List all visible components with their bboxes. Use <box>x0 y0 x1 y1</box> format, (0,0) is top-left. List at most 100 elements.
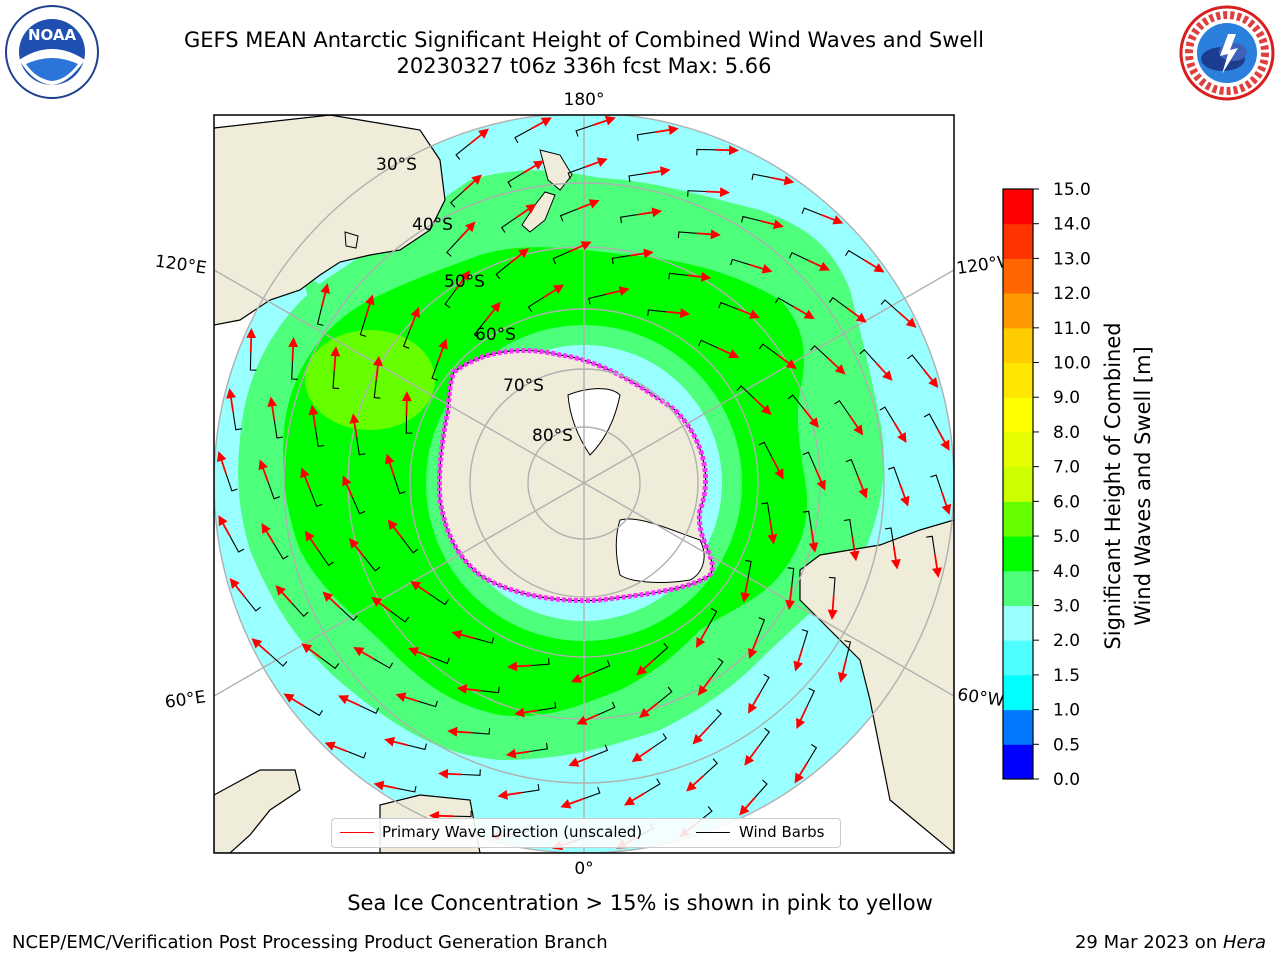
wind-barb <box>444 289 457 309</box>
wave-direction-arrow <box>515 203 537 219</box>
wave-direction-arrow <box>748 636 759 659</box>
wave-direction-arrow <box>623 792 645 806</box>
colorbar-tick-label: 12.0 <box>1053 284 1091 304</box>
wave-direction-arrow <box>890 545 901 570</box>
wind-barb <box>249 351 257 371</box>
wave-direction-arrow <box>767 520 778 545</box>
wind-barb <box>552 250 570 265</box>
south-america-landmass <box>799 519 954 853</box>
wave-direction-arrow <box>288 336 299 362</box>
wind-barb <box>269 653 288 667</box>
wave-direction-arrow <box>372 355 383 380</box>
wave-direction-arrow <box>218 515 231 537</box>
wave-direction-arrow <box>705 187 731 198</box>
wave-direction-arrow <box>849 537 860 562</box>
tasmania <box>344 231 359 249</box>
wave-direction-arrow <box>584 157 608 168</box>
wind-barb <box>455 143 471 160</box>
colorbar-tick-label: 10.0 <box>1053 354 1091 374</box>
wind-barb <box>698 339 718 349</box>
map-legend: Primary Wave Direction (unscaled) Wind B… <box>331 818 841 848</box>
wave-direction-arrow <box>570 671 594 683</box>
wave-direction-arrow <box>304 530 320 552</box>
wind-barb <box>529 742 549 753</box>
wind-barb <box>761 502 771 521</box>
colorbar-segment <box>1003 327 1033 364</box>
chart-title: GEFS MEAN Antarctic Significant Height o… <box>183 28 985 52</box>
wave-direction-legend-label: Primary Wave Direction (unscaled) <box>382 823 643 841</box>
colorbar-tick-label: 5.0 <box>1053 527 1080 547</box>
wave-direction-arrow <box>216 451 227 475</box>
colorbar-segment <box>1003 709 1033 745</box>
wind-barb-legend-line <box>696 832 730 833</box>
wind-barb <box>590 744 609 758</box>
wind-barb <box>651 733 668 750</box>
wave-direction-arrow <box>696 626 709 649</box>
wave-direction-arrow <box>258 459 269 483</box>
wave-direction-arrow <box>740 579 751 603</box>
wave-direction-arrow <box>560 798 584 809</box>
wind-barb <box>923 413 939 431</box>
wave-direction-arrow <box>401 391 412 416</box>
wave-direction-arrow <box>592 115 616 126</box>
wind-barb <box>653 642 669 660</box>
wind-barb <box>741 215 761 223</box>
wave-direction-arrow <box>744 745 760 766</box>
wave-direction-arrow <box>514 707 539 718</box>
wind-barb <box>450 190 465 208</box>
wind-barb <box>707 608 718 628</box>
wind-barb <box>373 379 381 399</box>
wind-barb <box>787 567 795 587</box>
colorbar-segment <box>1003 570 1033 606</box>
wind-barb <box>758 343 778 356</box>
wind-barb <box>407 743 427 751</box>
wind-barb <box>530 658 550 667</box>
colorbar-tick-label: 8.0 <box>1053 423 1080 443</box>
map-frame <box>213 114 955 854</box>
lon-label-60e: 60°E <box>164 687 207 712</box>
wind-barb <box>754 779 768 798</box>
wind-barb <box>619 213 639 224</box>
colorbar: 0.0 0.5 1.0 1.5 2.0 3.0 4.0 5.0 6.0 7.0 8.0 9.0 10.0… <box>1002 180 1091 790</box>
wind-barb <box>363 556 381 572</box>
wind-barb <box>644 778 661 794</box>
wave-direction-arrow <box>484 301 501 321</box>
colorbar-tick-label: 11.0 <box>1053 319 1091 339</box>
wind-barb <box>500 216 517 233</box>
wind-barb <box>480 686 500 694</box>
wind-barb <box>429 593 449 606</box>
wind-barb <box>801 629 809 649</box>
wave-direction-arrow <box>654 125 679 135</box>
wind-barb <box>758 441 773 459</box>
wave-direction-arrow <box>330 346 341 371</box>
wave-direction-arrow <box>261 522 275 544</box>
africa-landmass <box>214 769 301 853</box>
wave-direction-arrow <box>301 643 322 659</box>
wave-direction-arrow <box>342 475 354 498</box>
lon-label-120e: 120°E <box>154 252 208 279</box>
wave-direction-arrow <box>505 748 530 759</box>
wind-barb <box>537 701 557 711</box>
colorbar-tick-label: 15.0 <box>1053 180 1091 200</box>
wind-barb <box>647 309 667 317</box>
wave-direction-legend-line <box>340 832 374 833</box>
wave-direction-arrow <box>373 780 398 791</box>
colorbar-tick-label: 6.0 <box>1053 492 1080 512</box>
wave-direction-arrow <box>717 346 740 359</box>
wave-direction-arrow <box>692 726 710 745</box>
wind-barb <box>346 750 367 759</box>
wave-direction-arrow <box>747 692 761 714</box>
wind-barb <box>802 451 817 469</box>
wave-direction-arrow <box>543 284 565 299</box>
wind-barb <box>332 370 340 390</box>
wave-direction-arrow <box>428 810 454 821</box>
colorbar-segment <box>1003 431 1033 468</box>
wave-direction-arrow <box>827 595 838 620</box>
wave-direction-arrow <box>322 591 341 609</box>
wind-barb <box>575 124 594 137</box>
wave-direction-arrow <box>807 259 831 271</box>
colorbar-tick-label: 4.0 <box>1053 562 1080 582</box>
wind-barb <box>677 231 697 239</box>
australia-landmass <box>214 115 446 326</box>
wind-barb <box>430 656 450 665</box>
